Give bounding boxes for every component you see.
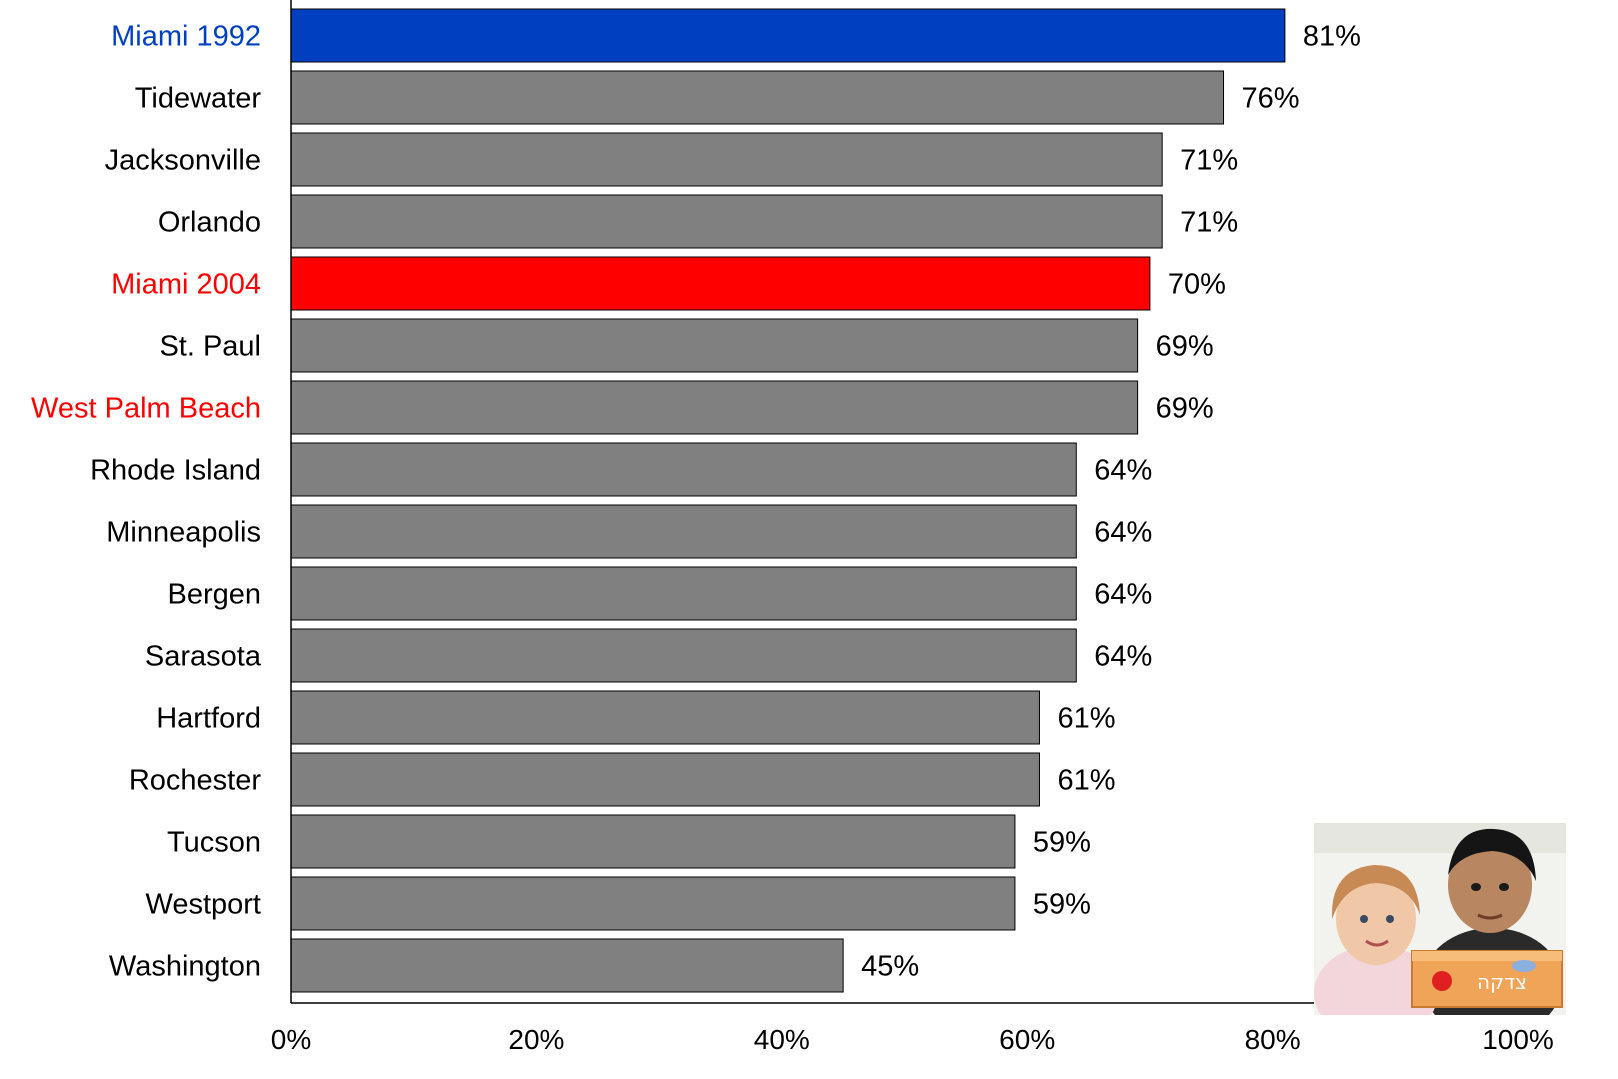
bar bbox=[290, 566, 1077, 621]
bar bbox=[290, 876, 1016, 931]
box-text: צדקה bbox=[1477, 970, 1527, 994]
x-tick-label: 0% bbox=[271, 1024, 311, 1055]
bar bbox=[290, 132, 1163, 187]
bar bbox=[290, 752, 1040, 807]
value-label: 64% bbox=[1094, 455, 1152, 487]
value-label: 64% bbox=[1094, 641, 1152, 673]
category-label: Hartford bbox=[156, 703, 261, 735]
bar bbox=[290, 814, 1016, 869]
category-label: Westport bbox=[145, 889, 261, 921]
bar bbox=[290, 70, 1225, 125]
value-label: 71% bbox=[1180, 145, 1238, 177]
category-label: Rochester bbox=[129, 765, 262, 797]
value-label: 59% bbox=[1033, 889, 1091, 921]
category-label: Miami 1992 bbox=[111, 21, 261, 53]
x-tick-label: 100% bbox=[1482, 1024, 1554, 1055]
category-labels: Miami 1992 Tidewater Jacksonville Orlando Mi… bbox=[31, 21, 262, 983]
value-label: 59% bbox=[1033, 827, 1091, 859]
category-label: West Palm Beach bbox=[31, 393, 261, 425]
category-label: Tucson bbox=[167, 827, 261, 859]
bar bbox=[290, 504, 1077, 559]
value-label: 69% bbox=[1156, 393, 1214, 425]
value-label: 76% bbox=[1242, 83, 1300, 115]
value-label: 64% bbox=[1094, 517, 1152, 549]
value-label: 69% bbox=[1156, 331, 1214, 363]
category-label: St. Paul bbox=[159, 331, 261, 363]
category-label: Bergen bbox=[167, 579, 261, 611]
bar bbox=[290, 380, 1139, 435]
x-axis: 0% 20% 40% 60% 80% 100% bbox=[271, 0, 1554, 1055]
value-label: 64% bbox=[1094, 579, 1152, 611]
category-label: Jacksonville bbox=[105, 145, 261, 177]
category-label: Rhode Island bbox=[90, 455, 261, 487]
category-label: Miami 2004 bbox=[111, 269, 261, 301]
bar bbox=[290, 690, 1040, 745]
category-label: Minneapolis bbox=[106, 517, 261, 549]
category-label: Orlando bbox=[158, 207, 261, 239]
category-label: Washington bbox=[109, 951, 261, 983]
bar bbox=[290, 8, 1286, 63]
bar bbox=[290, 442, 1077, 497]
category-label: Sarasota bbox=[145, 641, 262, 673]
value-label: 70% bbox=[1168, 269, 1226, 301]
x-tick-label: 80% bbox=[1245, 1024, 1301, 1055]
x-tick-label: 60% bbox=[999, 1024, 1055, 1055]
bar bbox=[290, 194, 1163, 249]
bar bbox=[290, 938, 844, 993]
x-tick-label: 20% bbox=[508, 1024, 564, 1055]
bars-layer bbox=[290, 8, 1286, 993]
value-label: 71% bbox=[1180, 207, 1238, 239]
value-labels: 81%76%71%71%70%69%69%64%64%64%64%61%61%5… bbox=[861, 21, 1361, 983]
value-label: 61% bbox=[1057, 765, 1115, 797]
bar bbox=[290, 256, 1151, 311]
bar bbox=[290, 628, 1077, 683]
category-label: Tidewater bbox=[135, 83, 262, 115]
children-photo-icon: צדקה bbox=[1314, 823, 1566, 1015]
value-label: 81% bbox=[1303, 21, 1361, 53]
value-label: 45% bbox=[861, 951, 919, 983]
x-tick-label: 40% bbox=[754, 1024, 810, 1055]
value-label: 61% bbox=[1057, 703, 1115, 735]
bar bbox=[290, 318, 1139, 373]
